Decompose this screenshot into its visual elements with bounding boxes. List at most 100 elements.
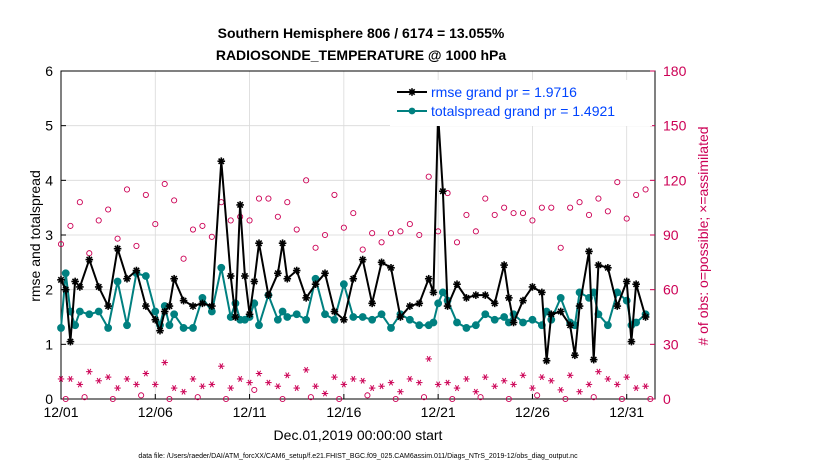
assimilated-obs-stroke bbox=[379, 383, 384, 390]
assimilated-obs-marker bbox=[331, 374, 338, 381]
rmse-point-stroke bbox=[628, 338, 635, 345]
possible-obs-marker bbox=[392, 395, 399, 403]
y-tick-label: 6 bbox=[45, 63, 53, 79]
rmse-point bbox=[278, 239, 287, 247]
rmse-point-stroke bbox=[279, 239, 286, 247]
totalspread-point bbox=[292, 310, 301, 319]
rmse-point-stroke bbox=[274, 270, 282, 277]
y-tick-label: 4 bbox=[45, 172, 53, 188]
y2-tick-label: 60 bbox=[663, 282, 679, 298]
assimilated-obs-stroke bbox=[351, 375, 356, 382]
possible-obs-marker bbox=[420, 394, 428, 401]
y2-tick-label: 0 bbox=[663, 391, 671, 407]
rmse-point bbox=[613, 302, 622, 310]
assimilated-obs-marker bbox=[104, 374, 112, 381]
rmse-point bbox=[519, 296, 527, 305]
rmse-point bbox=[71, 277, 79, 286]
possible-obs-marker bbox=[519, 210, 527, 217]
assimilated-obs-stroke bbox=[134, 381, 139, 388]
possible-obs-marker bbox=[199, 222, 206, 229]
totalspread-point bbox=[189, 324, 197, 332]
rmse-point bbox=[179, 296, 188, 305]
rmse-point bbox=[189, 302, 197, 310]
assimilated-obs-marker bbox=[425, 355, 432, 362]
y-tick-label: 5 bbox=[45, 118, 53, 134]
rmse-point bbox=[165, 302, 174, 310]
rmse-point-stroke bbox=[368, 300, 376, 307]
totalspread-point bbox=[462, 324, 471, 332]
totalspread-point bbox=[481, 310, 490, 319]
totalspread-point bbox=[273, 315, 282, 324]
rmse-point bbox=[85, 255, 94, 264]
assimilated-obs-stroke bbox=[530, 385, 535, 392]
rmse-point-stroke bbox=[166, 302, 173, 310]
possible-obs-marker bbox=[142, 191, 149, 198]
rmse-point bbox=[500, 261, 508, 269]
assimilated-obs-marker bbox=[378, 383, 385, 390]
totalspread-point bbox=[141, 272, 150, 280]
totalspread-point bbox=[405, 315, 414, 324]
rmse-point-stroke bbox=[632, 280, 640, 288]
assimilated-obs-marker bbox=[199, 383, 206, 390]
possible-obs-marker bbox=[472, 228, 479, 235]
rmse-point-stroke bbox=[232, 313, 239, 321]
rmse-point bbox=[528, 283, 537, 291]
assimilated-obs-stroke bbox=[58, 375, 64, 382]
rmse-point bbox=[538, 288, 546, 297]
assimilated-obs-stroke bbox=[596, 368, 601, 375]
possible-obs-marker bbox=[171, 197, 178, 204]
rmse-point-stroke bbox=[472, 291, 480, 299]
assimilated-obs-stroke bbox=[77, 381, 82, 388]
assimilated-obs-marker bbox=[218, 363, 225, 370]
possible-obs-marker bbox=[227, 217, 234, 224]
assimilated-obs-stroke bbox=[332, 374, 337, 381]
possible-obs-marker bbox=[576, 199, 583, 206]
totalspread-point bbox=[556, 293, 565, 302]
assimilated-obs-marker bbox=[632, 385, 640, 392]
totalspread-point bbox=[339, 280, 348, 289]
rmse-point-stroke bbox=[251, 278, 258, 285]
totalspread-point bbox=[283, 313, 292, 321]
possible-obs-marker bbox=[152, 221, 159, 228]
totalspread-point bbox=[321, 310, 329, 319]
rmse-point bbox=[274, 269, 282, 278]
assimilated-obs-marker bbox=[114, 385, 121, 392]
possible-obs-marker bbox=[501, 204, 508, 211]
assimilated-obs-stroke bbox=[549, 377, 554, 384]
rmse-point bbox=[566, 321, 574, 329]
rmse-point bbox=[226, 272, 235, 280]
rmse-point-stroke bbox=[86, 256, 93, 263]
rmse-point bbox=[198, 299, 207, 308]
rmse-line bbox=[60, 114, 647, 361]
rmse-point bbox=[585, 247, 593, 256]
possible-obs-marker bbox=[604, 208, 611, 215]
assimilated-obs-marker bbox=[604, 375, 612, 382]
assimilated-obs-marker bbox=[227, 385, 234, 392]
rmse-point-stroke bbox=[265, 291, 272, 299]
rmse-point-stroke bbox=[590, 356, 597, 363]
rmse-point-stroke bbox=[548, 311, 555, 318]
rmse-point-stroke bbox=[76, 283, 84, 291]
assimilated-obs-marker bbox=[180, 388, 187, 395]
y-tick-label: 2 bbox=[45, 282, 53, 298]
rmse-point bbox=[481, 291, 490, 299]
possible-obs-marker bbox=[369, 230, 376, 237]
rmse-point bbox=[429, 288, 438, 297]
assimilated-obs-marker bbox=[255, 370, 263, 377]
assimilated-obs-stroke bbox=[634, 385, 639, 392]
y2-tick-label: 90 bbox=[663, 227, 679, 243]
possible-obs-marker bbox=[425, 173, 432, 180]
possible-obs-marker bbox=[251, 386, 258, 393]
rmse-point-stroke bbox=[642, 313, 649, 321]
rmse-point bbox=[132, 266, 141, 275]
assimilated-obs-stroke bbox=[275, 383, 280, 390]
rmse-point-stroke bbox=[57, 276, 65, 284]
possible-obs-marker bbox=[133, 242, 140, 249]
rmse-point-stroke bbox=[538, 289, 546, 296]
possible-obs-marker bbox=[449, 395, 456, 403]
assimilated-obs-stroke bbox=[294, 385, 299, 392]
assimilated-obs-marker bbox=[302, 366, 310, 373]
possible-obs-marker bbox=[166, 395, 173, 403]
assimilated-obs-stroke bbox=[492, 383, 497, 390]
rmse-point bbox=[255, 239, 263, 247]
